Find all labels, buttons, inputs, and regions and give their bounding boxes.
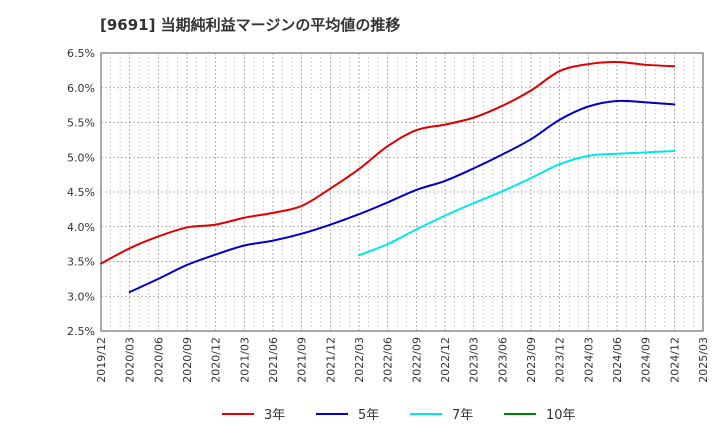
series-point-1	[415, 129, 417, 131]
y-tick-label: 6.0%	[67, 82, 95, 95]
x-tick-label: 2022/12	[439, 337, 452, 383]
x-tick-label: 2024/06	[611, 337, 624, 383]
series-point-1	[100, 262, 102, 265]
x-tick-label: 2022/09	[410, 337, 423, 383]
series-point-1	[387, 145, 389, 147]
series-point-2	[501, 153, 503, 156]
series-point-1	[473, 117, 475, 119]
y-tick-label: 2.5%	[67, 325, 95, 338]
series-point-1	[301, 205, 303, 207]
series-point-3	[616, 153, 618, 155]
x-tick-label: 2020/06	[152, 337, 165, 383]
x-tick-label: 2021/06	[267, 337, 280, 383]
series-point-3	[415, 228, 417, 231]
y-tick-label: 3.0%	[67, 290, 95, 303]
x-tick-label: 2023/12	[554, 337, 567, 383]
series-point-2	[243, 244, 245, 247]
legend-label-4: 10年	[546, 408, 576, 423]
series-point-1	[673, 65, 675, 67]
series-point-2	[186, 264, 188, 266]
x-tick-label: 2020/03	[124, 337, 137, 383]
series-point-1	[157, 235, 159, 238]
series-point-3	[473, 202, 475, 204]
series-point-1	[501, 105, 503, 107]
series-point-3	[673, 150, 675, 152]
y-tick-label: 6.5%	[67, 47, 95, 60]
series-point-2	[616, 100, 618, 102]
series-point-2	[215, 253, 217, 256]
series-point-2	[415, 189, 417, 191]
series-point-2	[473, 167, 475, 169]
series-point-2	[387, 201, 389, 204]
y-tick-label: 3.5%	[67, 256, 95, 269]
chart-title: [9691] 当期純利益マージンの平均値の推移	[100, 16, 401, 34]
x-tick-label: 2021/09	[296, 337, 309, 383]
x-tick-label: 2024/12	[668, 337, 681, 383]
series-point-3	[444, 215, 446, 217]
legend-label-2: 5年	[358, 408, 379, 423]
series-point-1	[358, 168, 360, 170]
x-tick-label: 2023/03	[468, 337, 481, 383]
x-tick-label: 2020/12	[210, 337, 223, 383]
series-point-1	[444, 123, 446, 126]
x-tick-label: 2025/03	[697, 337, 710, 383]
series-point-1	[559, 70, 561, 72]
x-tick-label: 2023/06	[496, 337, 509, 383]
series-point-2	[530, 138, 532, 140]
series-point-3	[645, 151, 647, 153]
series-point-2	[272, 240, 274, 242]
series-point-1	[272, 212, 274, 214]
y-tick-label: 5.5%	[67, 117, 95, 130]
series-line-2	[128, 99, 676, 294]
y-tick-label: 4.5%	[67, 186, 95, 199]
series-point-3	[501, 190, 503, 192]
legend-label-3: 7年	[452, 408, 473, 423]
series-point-3	[387, 243, 389, 245]
legend-label-1: 3年	[264, 408, 285, 423]
series-point-2	[444, 180, 446, 182]
series-point-1	[186, 226, 188, 229]
x-axis: 2019/12 2020/03 2020/06 2020/09 2020/12 2021/…	[95, 337, 710, 383]
series-point-2	[157, 278, 159, 280]
series-point-2	[301, 233, 303, 235]
series-point-1	[530, 89, 532, 92]
grid-lines	[101, 53, 703, 331]
x-tick-label: 2021/03	[238, 337, 251, 383]
x-tick-label: 2019/12	[95, 337, 108, 383]
x-tick-label: 2022/06	[382, 337, 395, 383]
series-point-2	[673, 103, 675, 106]
series-point-2	[129, 291, 131, 293]
x-tick-label: 2021/12	[324, 337, 337, 383]
x-tick-label: 2023/09	[525, 337, 538, 383]
y-tick-label: 4.0%	[67, 221, 95, 234]
x-tick-label: 2022/03	[353, 337, 366, 383]
x-tick-label: 2020/09	[181, 337, 194, 383]
series-lines	[100, 61, 676, 294]
series-point-1	[645, 64, 647, 66]
series-point-1	[329, 187, 331, 190]
legend: 3年 5年 7年 10年	[222, 408, 576, 423]
y-axis: 2.5% 3.0% 3.5% 4.0% 4.5% 5.0% 5.5% 6.0% 6.5%	[67, 47, 95, 338]
series-point-3	[530, 177, 532, 179]
y-tick-label: 5.0%	[67, 151, 95, 164]
series-point-2	[559, 119, 561, 121]
series-point-1	[215, 224, 217, 226]
series-point-1	[587, 63, 589, 65]
x-tick-label: 2024/03	[582, 337, 595, 383]
series-point-3	[358, 254, 360, 256]
series-point-2	[358, 213, 360, 215]
x-tick-label: 2024/09	[640, 337, 653, 383]
series-point-2	[645, 101, 647, 103]
series-point-3	[587, 155, 589, 157]
series-point-2	[587, 105, 589, 108]
series-line-3	[358, 150, 676, 257]
series-point-1	[129, 247, 131, 249]
series-point-3	[559, 163, 561, 165]
series-point-2	[329, 224, 331, 226]
series-point-1	[616, 61, 618, 63]
series-point-1	[243, 217, 245, 219]
